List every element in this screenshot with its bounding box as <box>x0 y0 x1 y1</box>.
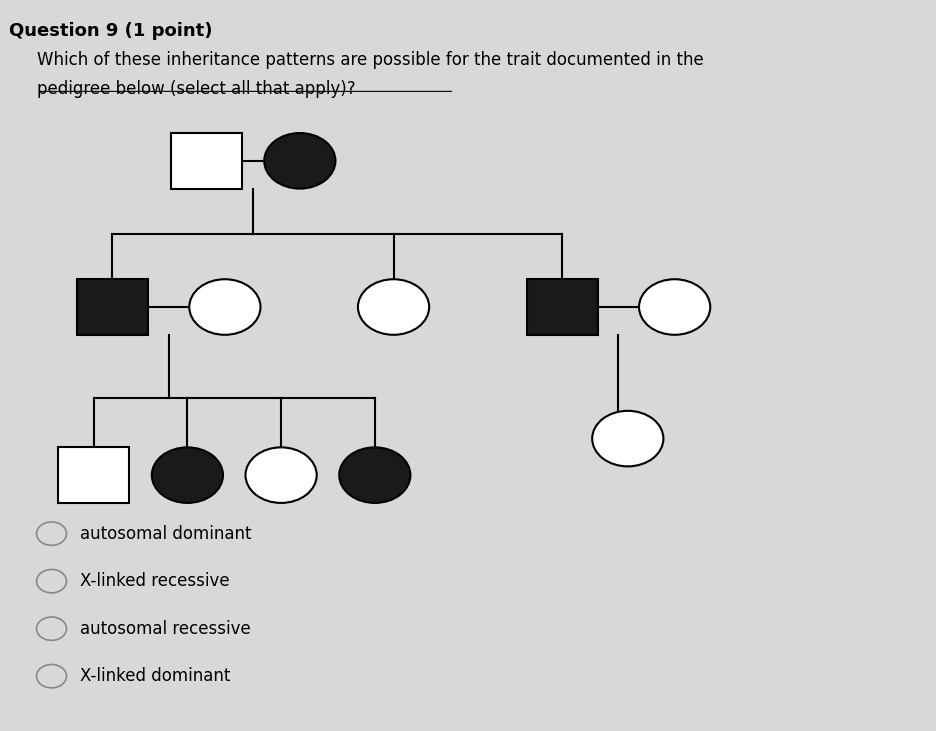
Circle shape <box>245 447 316 503</box>
Circle shape <box>37 569 66 593</box>
Circle shape <box>358 279 429 335</box>
Bar <box>77 279 148 335</box>
Text: autosomal recessive: autosomal recessive <box>80 620 250 637</box>
Text: X-linked recessive: X-linked recessive <box>80 572 229 590</box>
Circle shape <box>152 447 223 503</box>
Circle shape <box>264 133 335 189</box>
Circle shape <box>37 664 66 688</box>
Text: autosomal dominant: autosomal dominant <box>80 525 251 542</box>
Bar <box>526 279 597 335</box>
Text: Question 9 (1 point): Question 9 (1 point) <box>9 22 212 40</box>
Circle shape <box>37 617 66 640</box>
Bar <box>170 133 241 189</box>
Circle shape <box>339 447 410 503</box>
Text: Which of these inheritance patterns are possible for the trait documented in the: Which of these inheritance patterns are … <box>37 51 704 69</box>
Circle shape <box>638 279 709 335</box>
Circle shape <box>37 522 66 545</box>
Text: X-linked dominant: X-linked dominant <box>80 667 229 685</box>
Text: pedigree below (select all that apply)?: pedigree below (select all that apply)? <box>37 80 356 99</box>
Circle shape <box>592 411 663 466</box>
Circle shape <box>189 279 260 335</box>
Bar <box>58 447 129 503</box>
